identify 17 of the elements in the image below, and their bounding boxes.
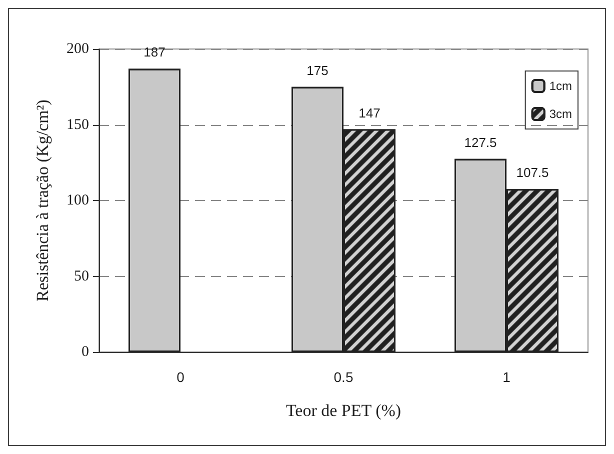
x-tick-label: 0 (176, 369, 185, 385)
data-label: 107.5 (516, 165, 549, 180)
data-label: 127.5 (464, 134, 497, 150)
y-axis-title: Resistência à tração (Kg/cm²) (33, 100, 52, 302)
x-axis-title: Teor de PET (%) (286, 401, 402, 420)
y-tick-label: 100 (66, 192, 89, 208)
y-tick-label: 0 (82, 344, 89, 360)
x-tick-label: 1 (502, 369, 511, 385)
data-label: 147 (358, 105, 380, 120)
data-label: 187 (144, 44, 166, 60)
x-tick-label: 0.5 (334, 369, 354, 385)
y-tick-label: 200 (66, 41, 89, 57)
legend-label: 3cm (549, 107, 572, 121)
legend-label: 1cm (549, 79, 572, 93)
data-label: 175 (306, 62, 328, 78)
y-tick-label: 50 (74, 268, 89, 284)
y-tick-label: 150 (66, 116, 89, 133)
